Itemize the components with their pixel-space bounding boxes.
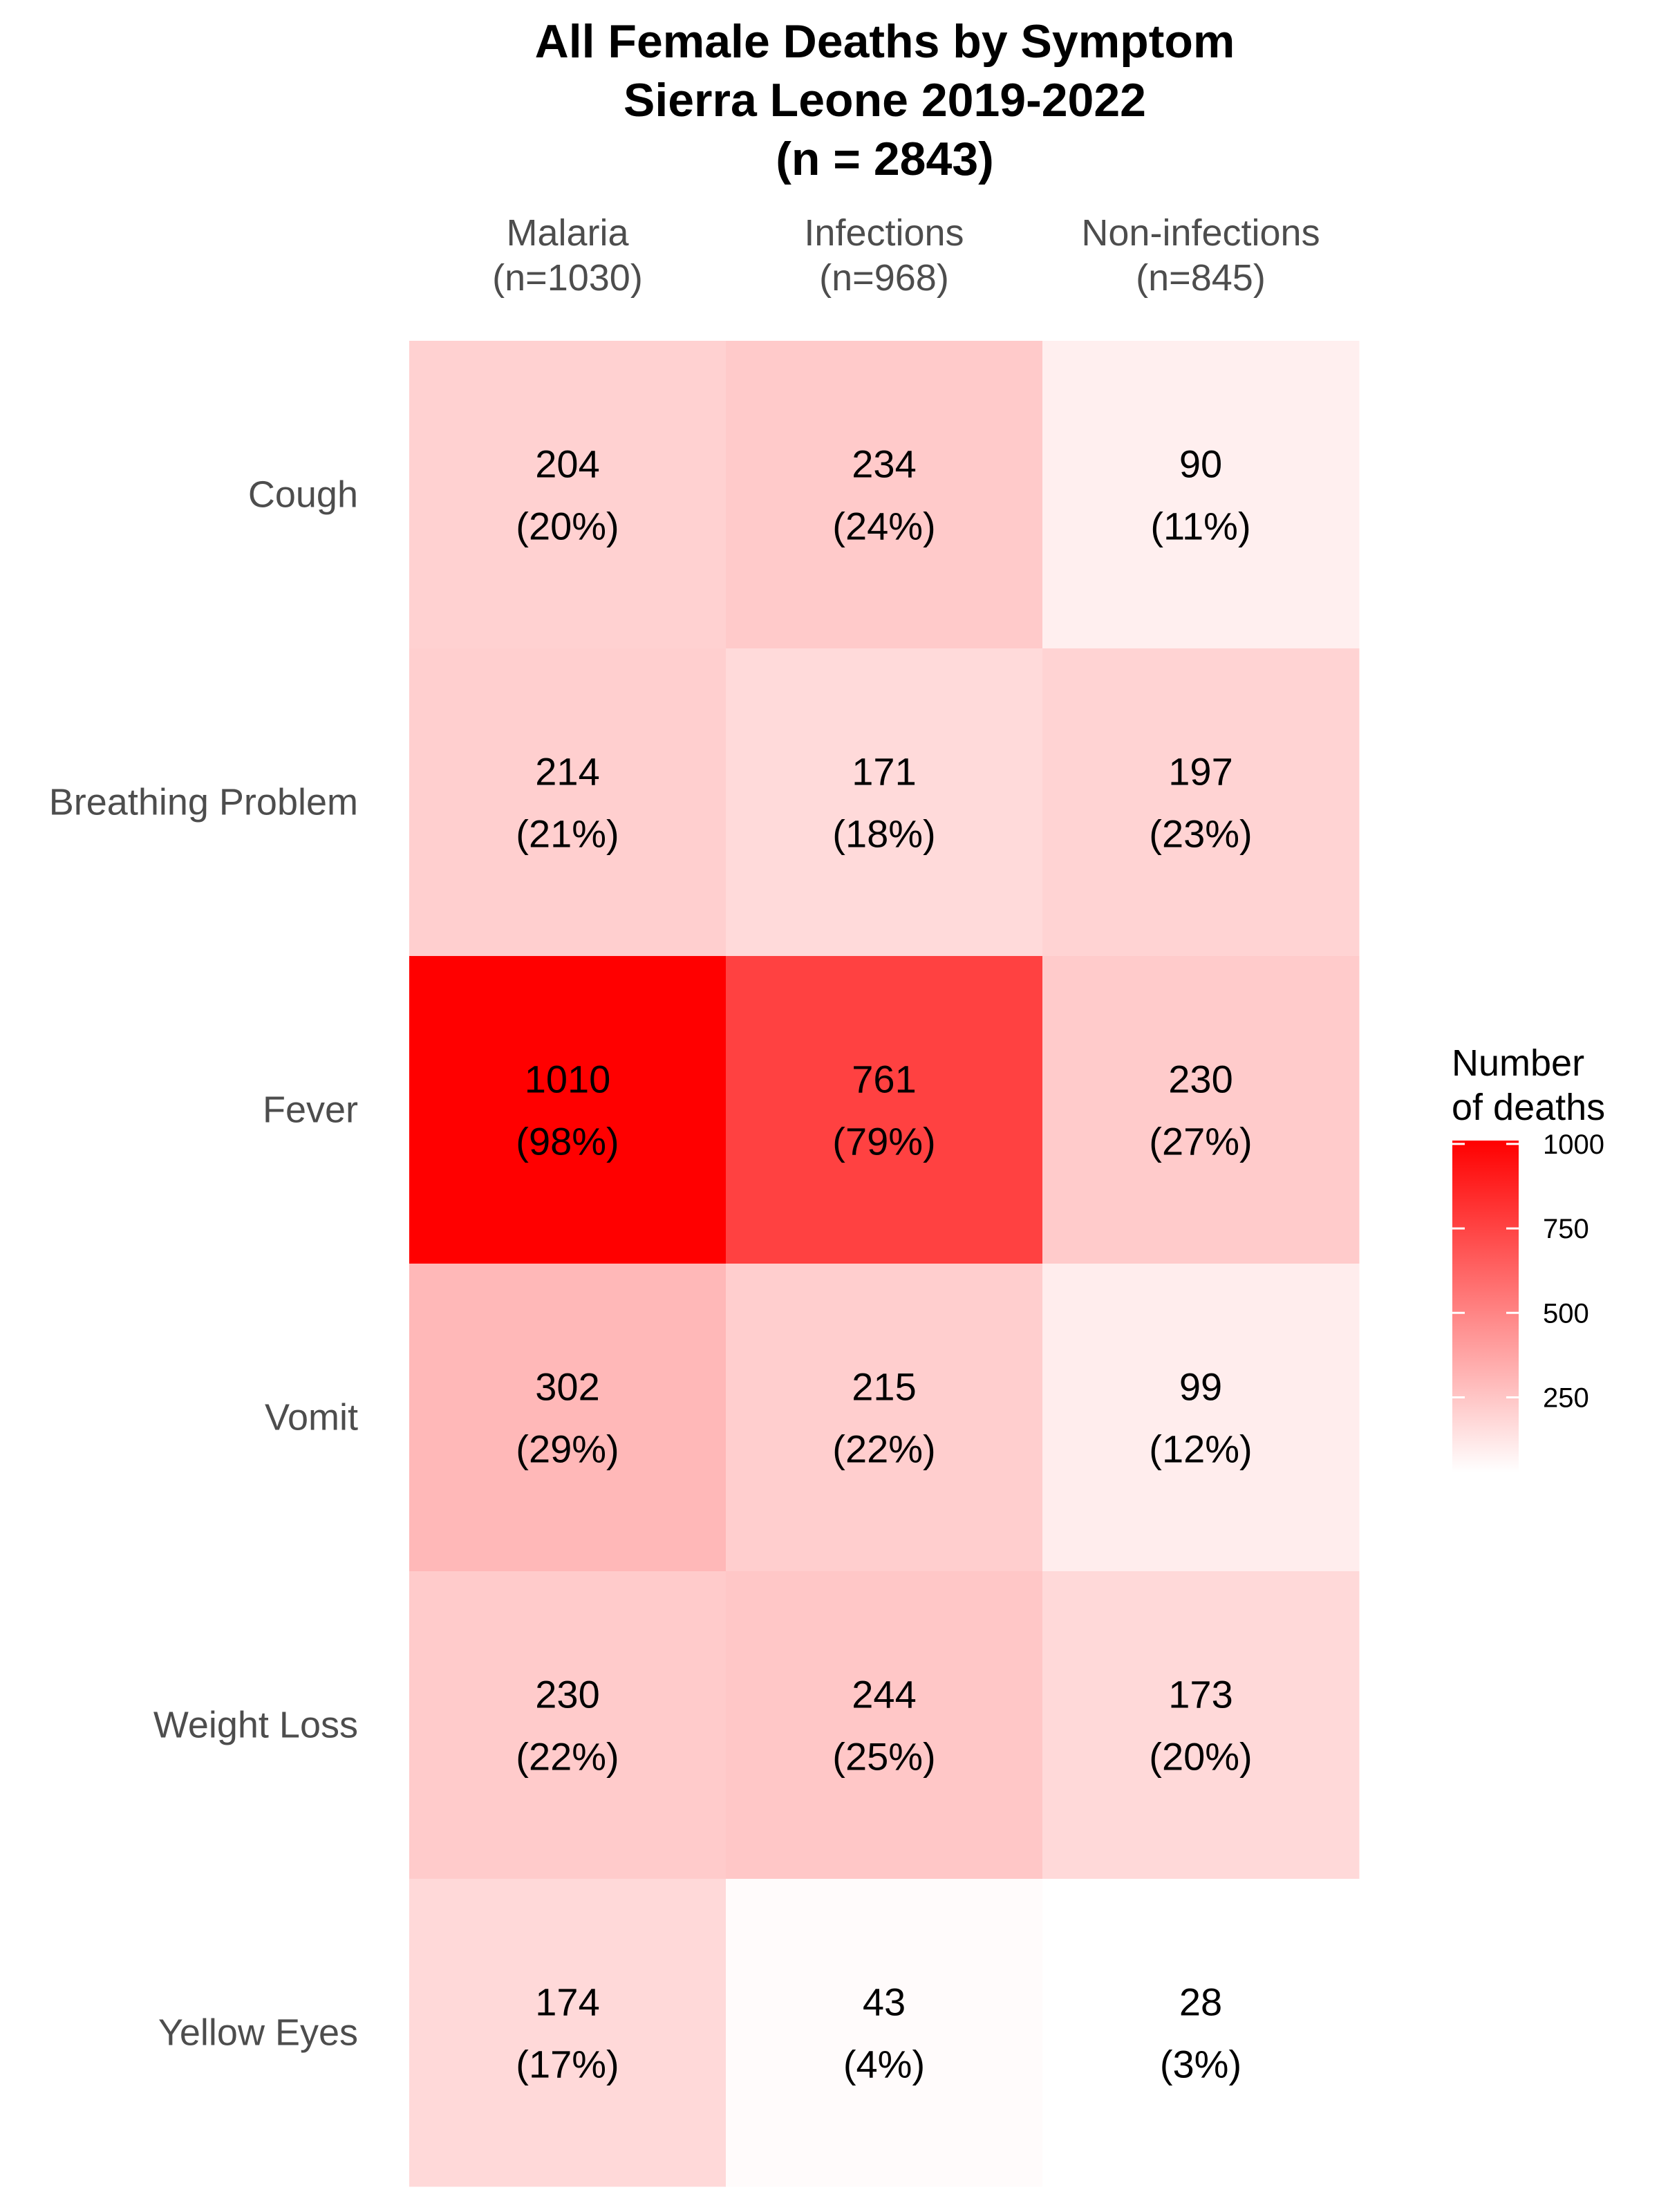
cell-percent-label: (22%) — [516, 1735, 619, 1779]
cell-value-label: 302 — [535, 1365, 599, 1409]
heatmap-cell — [726, 1571, 1043, 1880]
row-label: Fever — [263, 1089, 358, 1131]
legend-tick-label: 750 — [1543, 1214, 1589, 1244]
heatmap-cell — [409, 1571, 727, 1880]
column-n-label: (n=1030) — [492, 257, 643, 299]
row-label: Vomit — [265, 1397, 358, 1438]
cell-percent-label: (27%) — [1149, 1120, 1252, 1163]
legend-tick-label: 250 — [1543, 1382, 1589, 1413]
heatmap-cell — [726, 1879, 1043, 2187]
heatmap-cell — [1042, 648, 1360, 957]
column-label: Infections — [804, 212, 964, 254]
legend-title-line-1: Number — [1452, 1042, 1584, 1084]
chart-title-line-1: All Female Deaths by Symptom — [535, 15, 1235, 68]
legend-title-line-2: of deaths — [1452, 1087, 1605, 1128]
cell-value-label: 230 — [535, 1673, 599, 1716]
legend-tick-label: 500 — [1543, 1298, 1589, 1329]
cell-value-label: 230 — [1168, 1058, 1232, 1101]
row-label: Breathing Problem — [49, 782, 358, 823]
cell-value-label: 90 — [1179, 442, 1222, 486]
legend-tick-label: 1000 — [1543, 1130, 1604, 1160]
cell-value-label: 99 — [1179, 1365, 1222, 1409]
column-label: Non-infections — [1081, 212, 1320, 254]
heatmap-cell — [1042, 956, 1360, 1264]
cell-value-label: 1010 — [525, 1058, 611, 1101]
heatmap-cell — [1042, 1879, 1360, 2187]
cell-percent-label: (29%) — [516, 1427, 619, 1471]
heatmap-cell — [409, 956, 727, 1264]
cell-value-label: 761 — [852, 1058, 916, 1101]
cell-percent-label: (98%) — [516, 1120, 619, 1163]
heatmap-cell — [1042, 1264, 1360, 1572]
heatmap-cell — [726, 956, 1043, 1264]
heatmap-cell — [726, 1264, 1043, 1572]
cell-percent-label: (25%) — [832, 1735, 935, 1779]
column-n-label: (n=968) — [819, 257, 949, 299]
heatmap-cell — [1042, 341, 1360, 649]
row-labels: Cough Breathing Problem Fever Vomit Weight L… — [49, 474, 358, 2054]
cell-percent-label: (12%) — [1149, 1427, 1252, 1471]
cell-value-label: 244 — [852, 1673, 916, 1716]
cell-percent-label: (21%) — [516, 812, 619, 856]
row-label: Yellow Eyes — [158, 2012, 358, 2054]
cell-value-label: 43 — [863, 1980, 906, 2024]
cell-percent-label: (20%) — [516, 505, 619, 548]
column-n-label: (n=845) — [1136, 257, 1266, 299]
cell-value-label: 204 — [535, 442, 599, 486]
cell-value-label: 234 — [852, 442, 916, 486]
cell-percent-label: (17%) — [516, 2043, 619, 2086]
cell-percent-label: (20%) — [1149, 1735, 1252, 1779]
cell-percent-label: (22%) — [832, 1427, 935, 1471]
cell-value-label: 171 — [852, 750, 916, 794]
cell-value-label: 197 — [1168, 750, 1232, 794]
cell-percent-label: (79%) — [832, 1120, 935, 1163]
column-labels: Malaria(n=1030) Infections(n=968) Non-infe… — [492, 212, 1320, 299]
heatmap-cell — [409, 1264, 727, 1572]
cell-value-label: 215 — [852, 1365, 916, 1409]
cell-value-label: 214 — [535, 750, 599, 794]
heatmap-cells: 204 (20%) 234 (24%) 90 (11%) 214 (21%) 171 (18%) 1… — [409, 341, 1360, 2187]
chart-title: All Female Deaths by Symptom Sierra Leon… — [535, 15, 1235, 185]
color-legend: Number of deaths 250 500 750 1000 — [1452, 1042, 1605, 1472]
row-label: Cough — [248, 474, 358, 516]
cell-value-label: 173 — [1168, 1673, 1232, 1716]
heatmap-cell — [409, 1879, 727, 2187]
heatmap-cell — [409, 341, 727, 649]
cell-value-label: 28 — [1179, 1980, 1222, 2024]
cell-percent-label: (11%) — [1150, 505, 1250, 548]
legend-color-bar — [1452, 1141, 1519, 1472]
heatmap-cell — [1042, 1571, 1360, 1880]
cell-percent-label: (23%) — [1149, 812, 1252, 856]
cell-percent-label: (3%) — [1160, 2043, 1241, 2086]
chart-title-line-3: (n = 2843) — [776, 133, 994, 185]
legend-ticks: 250 500 750 1000 — [1452, 1130, 1604, 1413]
heatmap-cell — [726, 341, 1043, 649]
cell-percent-label: (24%) — [832, 505, 935, 548]
row-label: Weight Loss — [153, 1705, 358, 1746]
heatmap-cell — [726, 648, 1043, 957]
cell-percent-label: (4%) — [843, 2043, 925, 2086]
cell-value-label: 174 — [535, 1980, 599, 2024]
cell-percent-label: (18%) — [832, 812, 935, 856]
column-label: Malaria — [506, 212, 629, 254]
chart-title-line-2: Sierra Leone 2019-2022 — [624, 74, 1146, 126]
heatmap-cell — [409, 648, 727, 957]
